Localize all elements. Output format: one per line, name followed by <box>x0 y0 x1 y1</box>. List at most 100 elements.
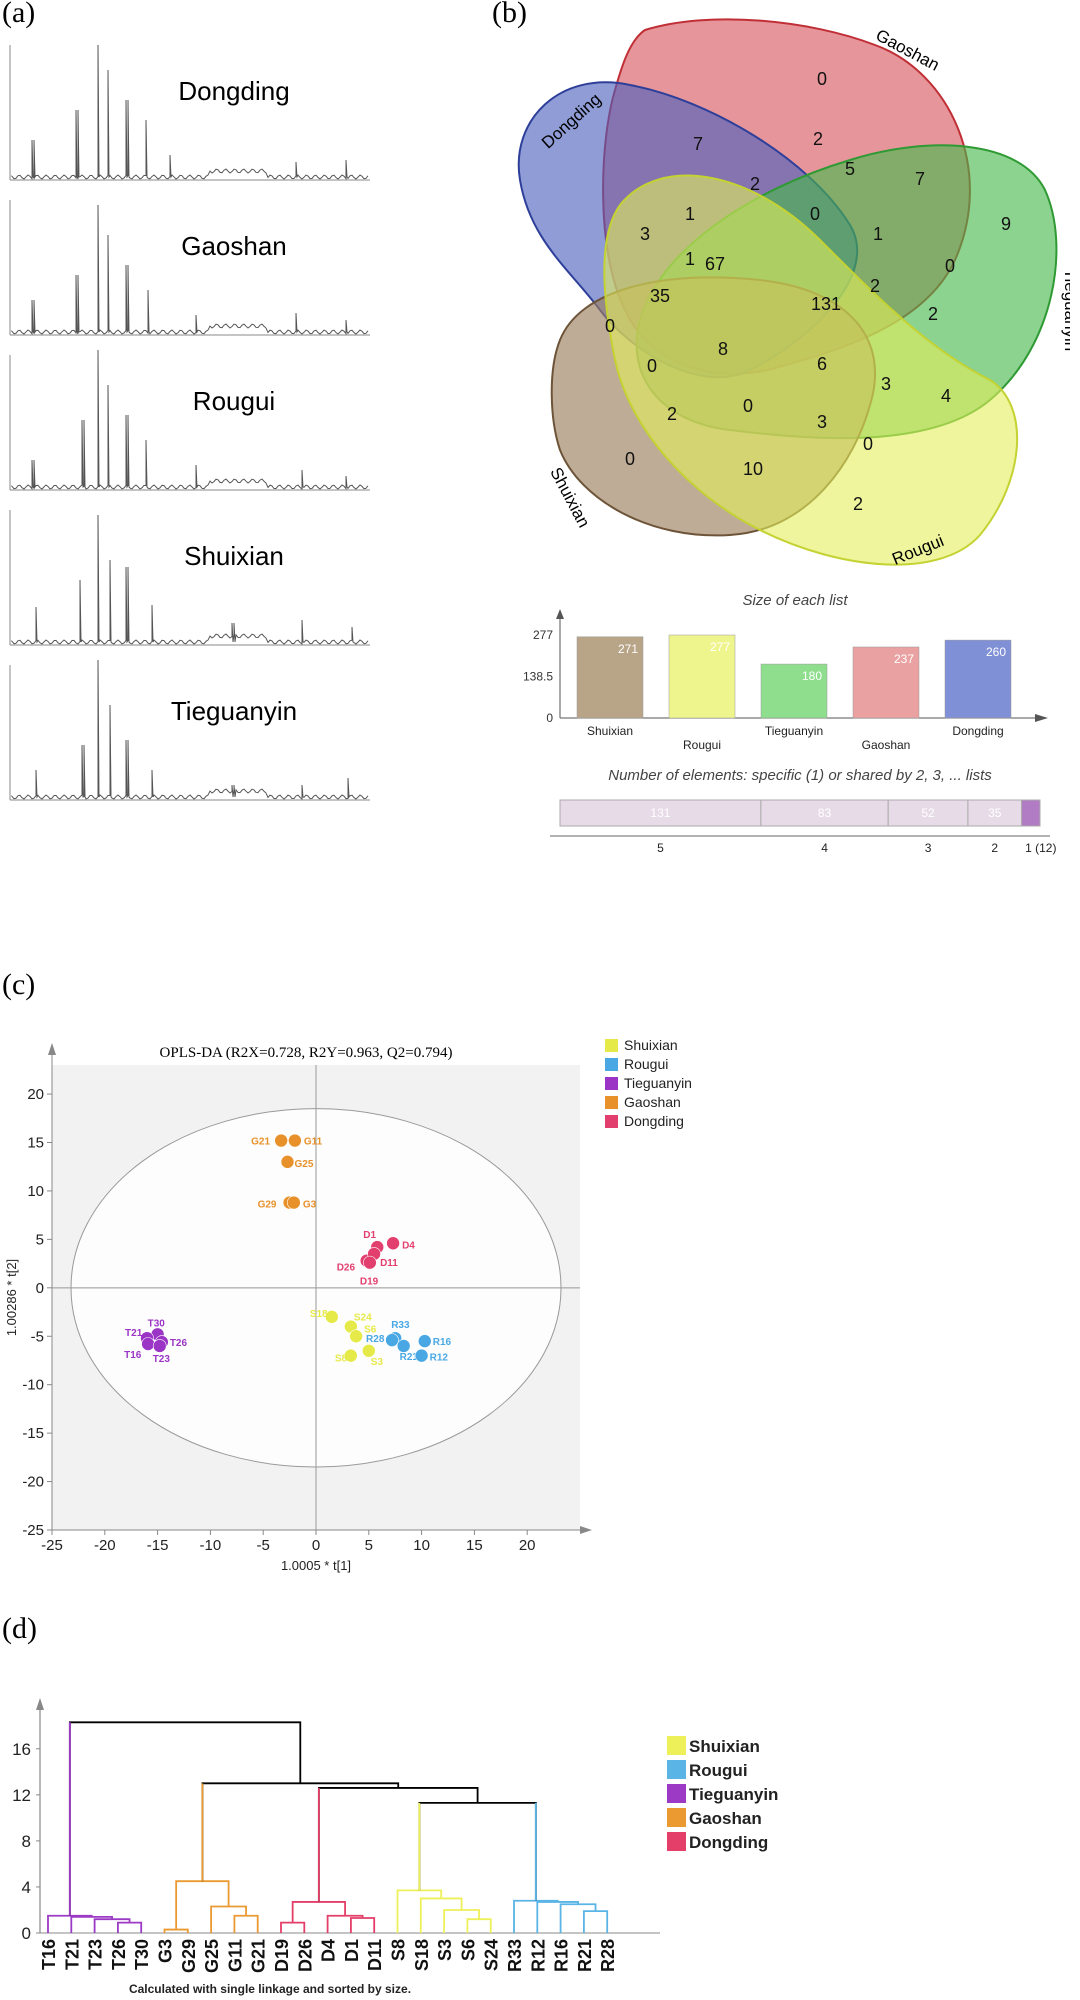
venn-region-count: 0 <box>945 256 955 276</box>
venn-region-count: 6 <box>817 354 827 374</box>
opls-point-label: T21 <box>125 1328 143 1339</box>
venn-region-count: 3 <box>881 374 891 394</box>
shared-elements-segment <box>967 799 1023 827</box>
opls-x-tick-label: 15 <box>466 1537 483 1554</box>
dendro-link <box>326 1914 364 1933</box>
venn-region-count: 7 <box>693 134 703 154</box>
list-size-category-label: Shuixian <box>587 724 633 738</box>
opls-point <box>386 1236 400 1251</box>
venn-region-count: 0 <box>605 316 615 336</box>
dendro-link <box>201 1782 400 1882</box>
shared-elements-segment <box>1021 799 1041 827</box>
dendro-leaf-label: D19 <box>272 1939 292 1972</box>
opls-y-tick-label: -5 <box>31 1328 44 1345</box>
opls-y-tick-label: 15 <box>27 1135 44 1152</box>
chromatogram-shuixian: Shuixian <box>9 510 370 646</box>
opls-point-label: D19 <box>360 1277 379 1288</box>
panel-label-b: (b) <box>492 0 527 29</box>
list-size-y-tick: 0 <box>546 711 553 725</box>
dendro-legend-label: Gaoshan <box>689 1809 762 1828</box>
opls-y-label: 1.00286 * t[2] <box>4 1259 19 1336</box>
dendro-leaf-label: T21 <box>62 1939 82 1970</box>
shared-elements-title: Number of elements: specific (1) or shar… <box>608 767 992 784</box>
opls-point-label: G21 <box>251 1137 270 1148</box>
chromatogram-panel: Dongding Gaoshan Rougui Shuixian Tieguanyin <box>9 44 370 801</box>
dendro-leaf-label: R28 <box>598 1939 618 1972</box>
venn-region-count: 35 <box>650 286 670 306</box>
opls-x-axis-arrow <box>580 1526 592 1534</box>
list-size-y-axis-arrow <box>556 609 564 619</box>
venn-diagram: GaoshanDongdingTieguanyinShuixianRougui … <box>517 18 1070 569</box>
opls-y-tick-label: -20 <box>22 1474 44 1491</box>
chromatogram-dongding: Dongding <box>9 44 370 181</box>
opls-point-label: G11 <box>304 1137 323 1148</box>
opls-point-label: R12 <box>430 1353 449 1364</box>
chromatogram-gaoshan: Gaoshan <box>9 200 370 336</box>
venn-region-count: 5 <box>845 159 855 179</box>
opls-point <box>363 1255 377 1270</box>
opls-point <box>325 1310 339 1324</box>
venn-region-count: 3 <box>640 224 650 244</box>
dendro-link <box>466 1918 492 1933</box>
opls-x-tick-label: 20 <box>519 1537 536 1554</box>
dendro-link <box>317 1787 479 1902</box>
dendro-link <box>513 1899 559 1933</box>
opls-point <box>152 1339 167 1353</box>
opls-point <box>141 1337 155 1351</box>
opls-point-label: D1 <box>363 1230 376 1241</box>
venn-region-count: 0 <box>743 396 753 416</box>
dendro-legend-swatch <box>667 1736 686 1755</box>
dendro-leaf-label: R21 <box>575 1939 595 1972</box>
dendro-y-tick-label: 16 <box>12 1740 31 1759</box>
opls-point <box>414 1348 429 1363</box>
venn-region-count: 67 <box>705 254 725 274</box>
dendro-link <box>443 1909 480 1933</box>
opls-point <box>361 1343 376 1358</box>
dendro-note: Calculated with single linkage and sorte… <box>129 1982 411 1996</box>
opls-x-tick-label: 10 <box>413 1537 430 1554</box>
opls-point-label: S6 <box>364 1324 377 1335</box>
list-size-value-label: 277 <box>710 640 730 654</box>
venn-region-count: 4 <box>941 386 951 406</box>
opls-series-gaoshan: G21 G11 G25 G29 G3 <box>251 1133 323 1211</box>
opls-point-label: G25 <box>294 1159 313 1170</box>
opls-da-scatter: OPLS-DA (R2X=0.728, R2Y=0.963, Q2=0.794)… <box>4 1037 692 1573</box>
dendro-link <box>47 1914 93 1933</box>
opls-y-tick-label: -25 <box>22 1522 44 1539</box>
opls-point <box>417 1334 432 1348</box>
opls-point <box>280 1155 295 1169</box>
chromatogram-trace <box>11 349 369 491</box>
dendro-leaf-label: G11 <box>225 1939 245 1972</box>
shared-elements-segment-label: 35 <box>988 806 1002 820</box>
venn-region-counts: 0 7 2 5 7 1 2 0 1 9 3 1 67 131 2 0 35 2 0 8 6 0 3 4 2 0 3 0 10 0 2 <box>605 69 1011 514</box>
dendro-leaf-label: S3 <box>435 1939 455 1961</box>
venn-region-count: 2 <box>750 174 760 194</box>
opls-point-label: D11 <box>380 1258 398 1269</box>
shared-elements-axis-label: 3 <box>925 841 932 855</box>
opls-legend-swatch <box>605 1077 618 1090</box>
list-size-y-tick: 277 <box>533 628 553 642</box>
dendro-y-axis-arrow <box>36 1698 44 1710</box>
dendro-link <box>418 1801 537 1901</box>
chromatogram-sample-label: Tieguanyin <box>171 696 297 726</box>
opls-point-label: G3 <box>303 1200 317 1211</box>
dendro-leaf-label: T26 <box>109 1939 129 1970</box>
opls-x-tick-label: 0 <box>312 1537 320 1554</box>
dendro-legend-swatch <box>667 1808 686 1827</box>
opls-legend-swatch <box>605 1115 618 1128</box>
chromatogram-sample-label: Rougui <box>193 386 275 416</box>
opls-point <box>396 1339 411 1353</box>
opls-x-tick-label: -20 <box>94 1537 116 1554</box>
chromatogram-trace <box>11 659 369 801</box>
opls-point-label: S18 <box>310 1309 328 1320</box>
dendro-link <box>396 1889 443 1933</box>
dendro-legend-label: Shuixian <box>689 1737 760 1756</box>
venn-region-count: 0 <box>810 204 820 224</box>
dendro-legend-label: Tieguanyin <box>689 1785 778 1804</box>
dendro-leaf-label: G21 <box>249 1939 269 1973</box>
venn-region-count: 2 <box>667 404 677 424</box>
opls-point-label: R16 <box>433 1337 452 1348</box>
dendro-link <box>536 1901 579 1933</box>
opls-legend-swatch <box>605 1058 618 1071</box>
